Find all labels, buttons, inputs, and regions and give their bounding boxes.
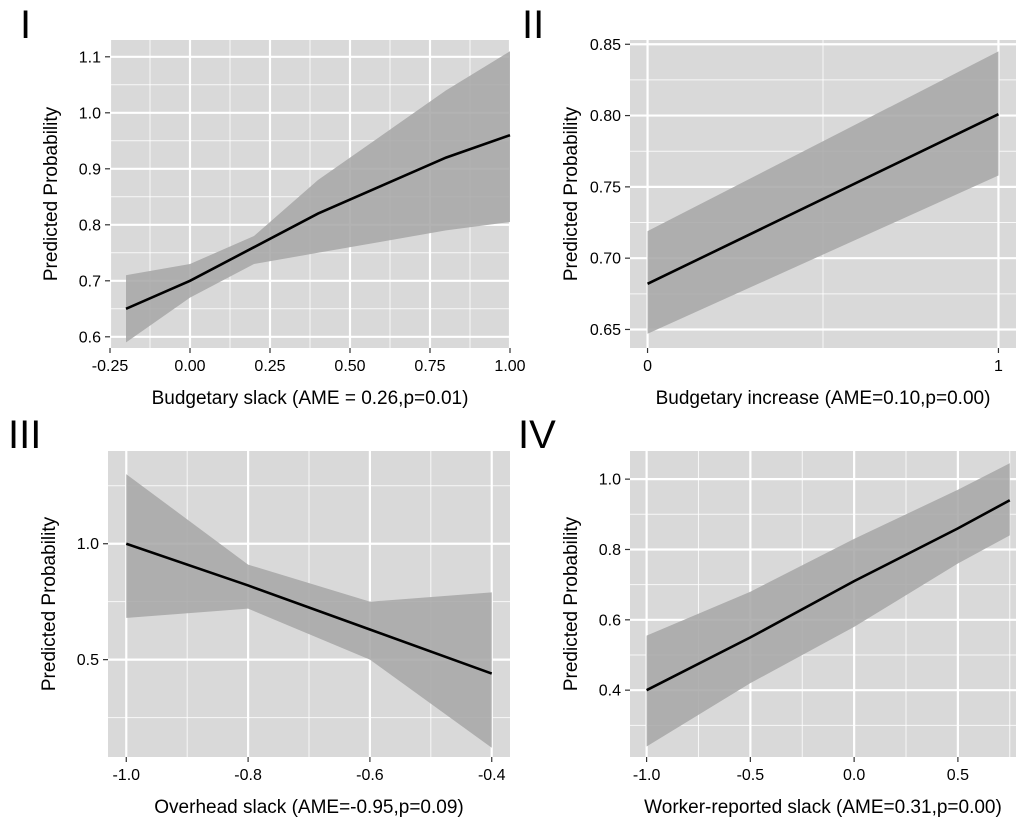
- y-tick-label: 0.5: [77, 652, 99, 669]
- y-tick-label: 0.80: [590, 108, 621, 125]
- y-tick-label: 0.85: [590, 37, 621, 54]
- x-tick-label: 0.00: [174, 358, 205, 375]
- y-tick-label: 0.7: [79, 273, 101, 290]
- x-tick-label: -0.25: [92, 358, 129, 375]
- panel-label: III: [8, 413, 41, 457]
- x-tick-label: -0.8: [234, 767, 262, 784]
- y-tick-label: 0.70: [590, 251, 621, 268]
- y-tick-label: 0.9: [79, 161, 101, 178]
- y-tick-label: 0.8: [599, 542, 621, 559]
- y-tick-label: 0.6: [79, 329, 101, 346]
- x-tick-label: 0.0: [843, 767, 865, 784]
- panel-label: IV: [518, 413, 556, 457]
- y-axis-title: Predicted Probability: [39, 516, 60, 691]
- panel-1: -0.25 0.00 0.25 0.50 0.75 1.00 0.6 0.7 0.8 0.9 1.0…: [20, 3, 526, 409]
- y-tick-label: 0.8: [79, 217, 101, 234]
- x-tick-label: 1: [994, 358, 1003, 375]
- x-tick-label: -0.6: [356, 767, 384, 784]
- y-tick-label: 0.4: [599, 683, 621, 700]
- panel-label: II: [522, 3, 544, 47]
- y-tick-label: 1.0: [79, 105, 101, 122]
- x-tick-label: 1.00: [494, 358, 525, 375]
- x-tick-label: -0.5: [737, 767, 765, 784]
- y-tick-label: 0.65: [590, 322, 621, 339]
- y-tick-label: 1.0: [599, 472, 621, 489]
- panel-4: -1.0 -0.5 0.0 0.5 0.4 0.6 0.8 1.0 Worker-reporte…: [518, 413, 1016, 818]
- x-tick-label: 0.50: [334, 358, 365, 375]
- panel-3: -1.0 -0.8 -0.6 -0.4 0.5 1.0 Overhead slack (AM…: [8, 413, 510, 818]
- confidence-band: [126, 474, 492, 748]
- y-tick-label: 1.1: [79, 49, 101, 66]
- x-tick-label: 0: [643, 358, 652, 375]
- panel-label: I: [20, 3, 31, 47]
- y-tick-label: 0.6: [599, 612, 621, 629]
- y-axis-title: Predicted Probability: [561, 106, 582, 281]
- y-axis-title: Predicted Probability: [41, 106, 62, 281]
- y-tick-label: 1.0: [77, 536, 99, 553]
- x-axis-title: Budgetary slack (AME = 0.26,p=0.01): [152, 388, 469, 409]
- x-tick-label: -0.4: [478, 767, 506, 784]
- x-axis-title: Overhead slack (AME=-0.95,p=0.09): [154, 797, 463, 818]
- confidence-band: [647, 51, 999, 334]
- x-tick-label: -1.0: [633, 767, 661, 784]
- fitted-line: [646, 499, 1011, 692]
- x-tick-label: -1.0: [112, 767, 140, 784]
- panel-2: 0 1 0.65 0.70 0.75 0.80 0.85 Budgetary increase…: [522, 3, 1016, 409]
- fitted-line: [125, 133, 511, 310]
- x-tick-label: 0.5: [947, 767, 969, 784]
- x-axis-title: Worker-reported slack (AME=0.31,p=0.00): [644, 797, 1002, 818]
- y-tick-label: 0.75: [590, 179, 621, 196]
- fitted-line: [646, 112, 1000, 286]
- fitted-line: [125, 542, 493, 675]
- confidence-band: [126, 51, 510, 343]
- confidence-band: [646, 463, 1010, 747]
- y-axis-title: Predicted Probability: [561, 516, 582, 691]
- x-axis-title: Budgetary increase (AME=0.10,p=0.00): [656, 388, 991, 409]
- x-tick-label: 0.75: [414, 358, 445, 375]
- x-tick-label: 0.25: [254, 358, 285, 375]
